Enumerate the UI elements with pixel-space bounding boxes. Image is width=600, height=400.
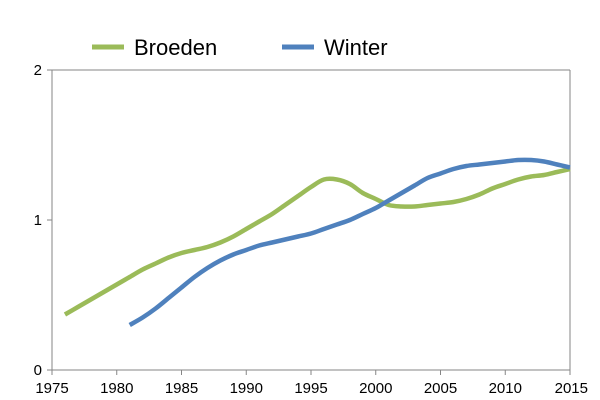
- x-tick-label: 2010: [489, 380, 522, 397]
- y-tick-label: 1: [34, 212, 42, 229]
- y-tick-label: 0: [34, 362, 42, 379]
- y-tick-label: 2: [34, 62, 42, 79]
- x-tick-label: 2005: [424, 380, 457, 397]
- y-axis-ticks: 0 1 2: [34, 62, 52, 379]
- x-tick-label: 1985: [165, 380, 198, 397]
- legend-label-broeden: Broeden: [134, 35, 217, 60]
- x-tick-label: 1975: [35, 380, 68, 397]
- series-layer: [63, 157, 571, 327]
- x-tick-label: 2015: [555, 380, 588, 397]
- x-tick-label: 1995: [294, 380, 327, 397]
- series-line-broeden: [63, 166, 571, 317]
- legend: Broeden Winter: [92, 35, 388, 60]
- x-axis-ticks: 1975 1980 1985 1990 1995 2000 2005 2010 2015: [35, 370, 588, 397]
- series-line-winter: [128, 157, 571, 327]
- x-tick-label: 2000: [359, 380, 392, 397]
- x-tick-label: 1980: [100, 380, 133, 397]
- x-tick-label: 1990: [230, 380, 263, 397]
- legend-label-winter: Winter: [324, 35, 388, 60]
